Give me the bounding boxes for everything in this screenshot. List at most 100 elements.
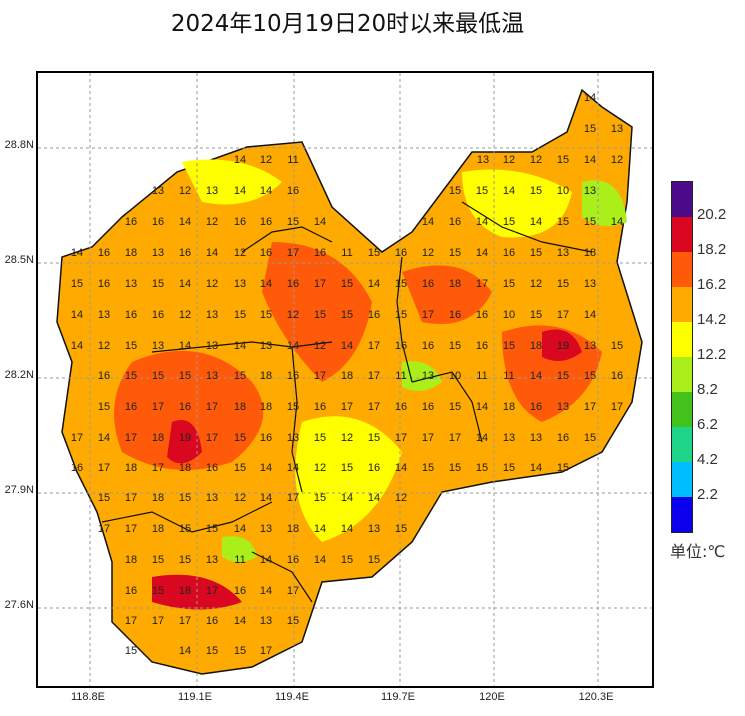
station-value: 19 <box>178 432 192 444</box>
station-value: 17 <box>367 340 381 352</box>
station-value: 15 <box>340 278 354 290</box>
station-value: 16 <box>313 401 327 413</box>
station-value: 14 <box>340 492 354 504</box>
station-value: 14 <box>475 401 489 413</box>
station-value: 15 <box>313 309 327 321</box>
hot-zone <box>542 329 582 361</box>
station-value: 12 <box>610 154 624 166</box>
station-value: 14 <box>421 216 435 228</box>
station-value: 16 <box>151 216 165 228</box>
county-boundaries <box>101 201 593 603</box>
station-value: 18 <box>124 247 138 259</box>
station-value: 16 <box>205 615 219 627</box>
station-value: 13 <box>367 523 381 535</box>
station-value: 15 <box>367 432 381 444</box>
x-tick-label: 120.3E <box>578 691 614 703</box>
x-tick-label: 119.7E <box>380 691 416 703</box>
station-value: 12 <box>313 462 327 474</box>
colorbar-label: 2.2 <box>697 486 718 503</box>
station-value: 16 <box>233 585 247 597</box>
station-value: 14 <box>340 523 354 535</box>
station-value: 15 <box>205 645 219 657</box>
station-value: 16 <box>475 309 489 321</box>
station-value: 15 <box>151 370 165 382</box>
station-value: 14 <box>529 216 543 228</box>
station-value: 16 <box>475 340 489 352</box>
hot-zone <box>152 574 242 610</box>
station-value: 12 <box>178 309 192 321</box>
station-value: 16 <box>421 401 435 413</box>
station-value: 16 <box>421 340 435 352</box>
station-value: 13 <box>97 309 111 321</box>
region-fill <box>56 88 643 675</box>
station-value: 16 <box>529 401 543 413</box>
station-value: 12 <box>286 309 300 321</box>
station-value: 16 <box>151 309 165 321</box>
station-value: 13 <box>205 370 219 382</box>
station-value: 18 <box>151 492 165 504</box>
station-value: 16 <box>124 401 138 413</box>
station-value: 16 <box>394 401 408 413</box>
station-value: 15 <box>556 370 570 382</box>
station-value: 13 <box>476 154 490 166</box>
station-value: 16 <box>286 185 300 197</box>
x-tick-label: 120E <box>479 691 505 703</box>
station-value: 16 <box>448 216 462 228</box>
station-value: 12 <box>259 154 273 166</box>
station-value: 16 <box>502 247 516 259</box>
station-value: 16 <box>124 309 138 321</box>
x-tick-label: 119.4E <box>274 691 310 703</box>
station-value: 10 <box>556 185 570 197</box>
station-value: 18 <box>448 278 462 290</box>
station-value: 15 <box>233 309 247 321</box>
station-value: 14 <box>610 216 624 228</box>
station-value: 12 <box>502 154 516 166</box>
colorbar-label: 8.2 <box>697 381 718 398</box>
station-value: 16 <box>421 278 435 290</box>
station-value: 15 <box>178 523 192 535</box>
y-tick-label: 28.2N <box>4 369 34 381</box>
station-value: 17 <box>124 492 138 504</box>
station-value: 13 <box>610 123 624 135</box>
station-value: 16 <box>286 370 300 382</box>
station-value: 14 <box>259 585 273 597</box>
station-value: 14 <box>259 554 273 566</box>
station-value: 15 <box>394 278 408 290</box>
station-value: 13 <box>583 185 597 197</box>
station-value: 13 <box>151 247 165 259</box>
colorbar-swatch <box>672 357 692 392</box>
station-value: 15 <box>340 309 354 321</box>
station-value: 14 <box>70 247 84 259</box>
station-value: 13 <box>151 185 165 197</box>
colorbar-label: 16.2 <box>697 276 727 293</box>
station-value: 16 <box>367 462 381 474</box>
station-value: 15 <box>556 154 570 166</box>
colorbar-swatch <box>672 217 692 252</box>
station-value: 14 <box>178 216 192 228</box>
station-value: 12 <box>394 492 408 504</box>
station-value: 17 <box>286 492 300 504</box>
station-value: 16 <box>259 216 273 228</box>
station-value: 16 <box>124 585 138 597</box>
hot-zone <box>402 265 492 324</box>
station-value: 14 <box>340 340 354 352</box>
station-value: 11 <box>341 247 353 259</box>
station-value: 14 <box>475 216 489 228</box>
station-value: 18 <box>286 523 300 535</box>
station-value: 17 <box>556 309 570 321</box>
station-value: 15 <box>583 123 597 135</box>
station-value: 13 <box>205 492 219 504</box>
station-value: 15 <box>124 340 138 352</box>
station-value: 15 <box>556 216 570 228</box>
station-value: 11 <box>503 370 515 382</box>
station-value: 16 <box>610 370 624 382</box>
station-value: 14 <box>529 370 543 382</box>
colorbar-swatch <box>672 462 692 497</box>
station-value: 17 <box>97 462 111 474</box>
station-value: 14 <box>178 645 192 657</box>
station-value: 17 <box>313 278 327 290</box>
station-value: 18 <box>124 554 138 566</box>
station-value: 14 <box>583 154 597 166</box>
station-value: 10 <box>502 309 516 321</box>
station-value: 17 <box>259 645 273 657</box>
